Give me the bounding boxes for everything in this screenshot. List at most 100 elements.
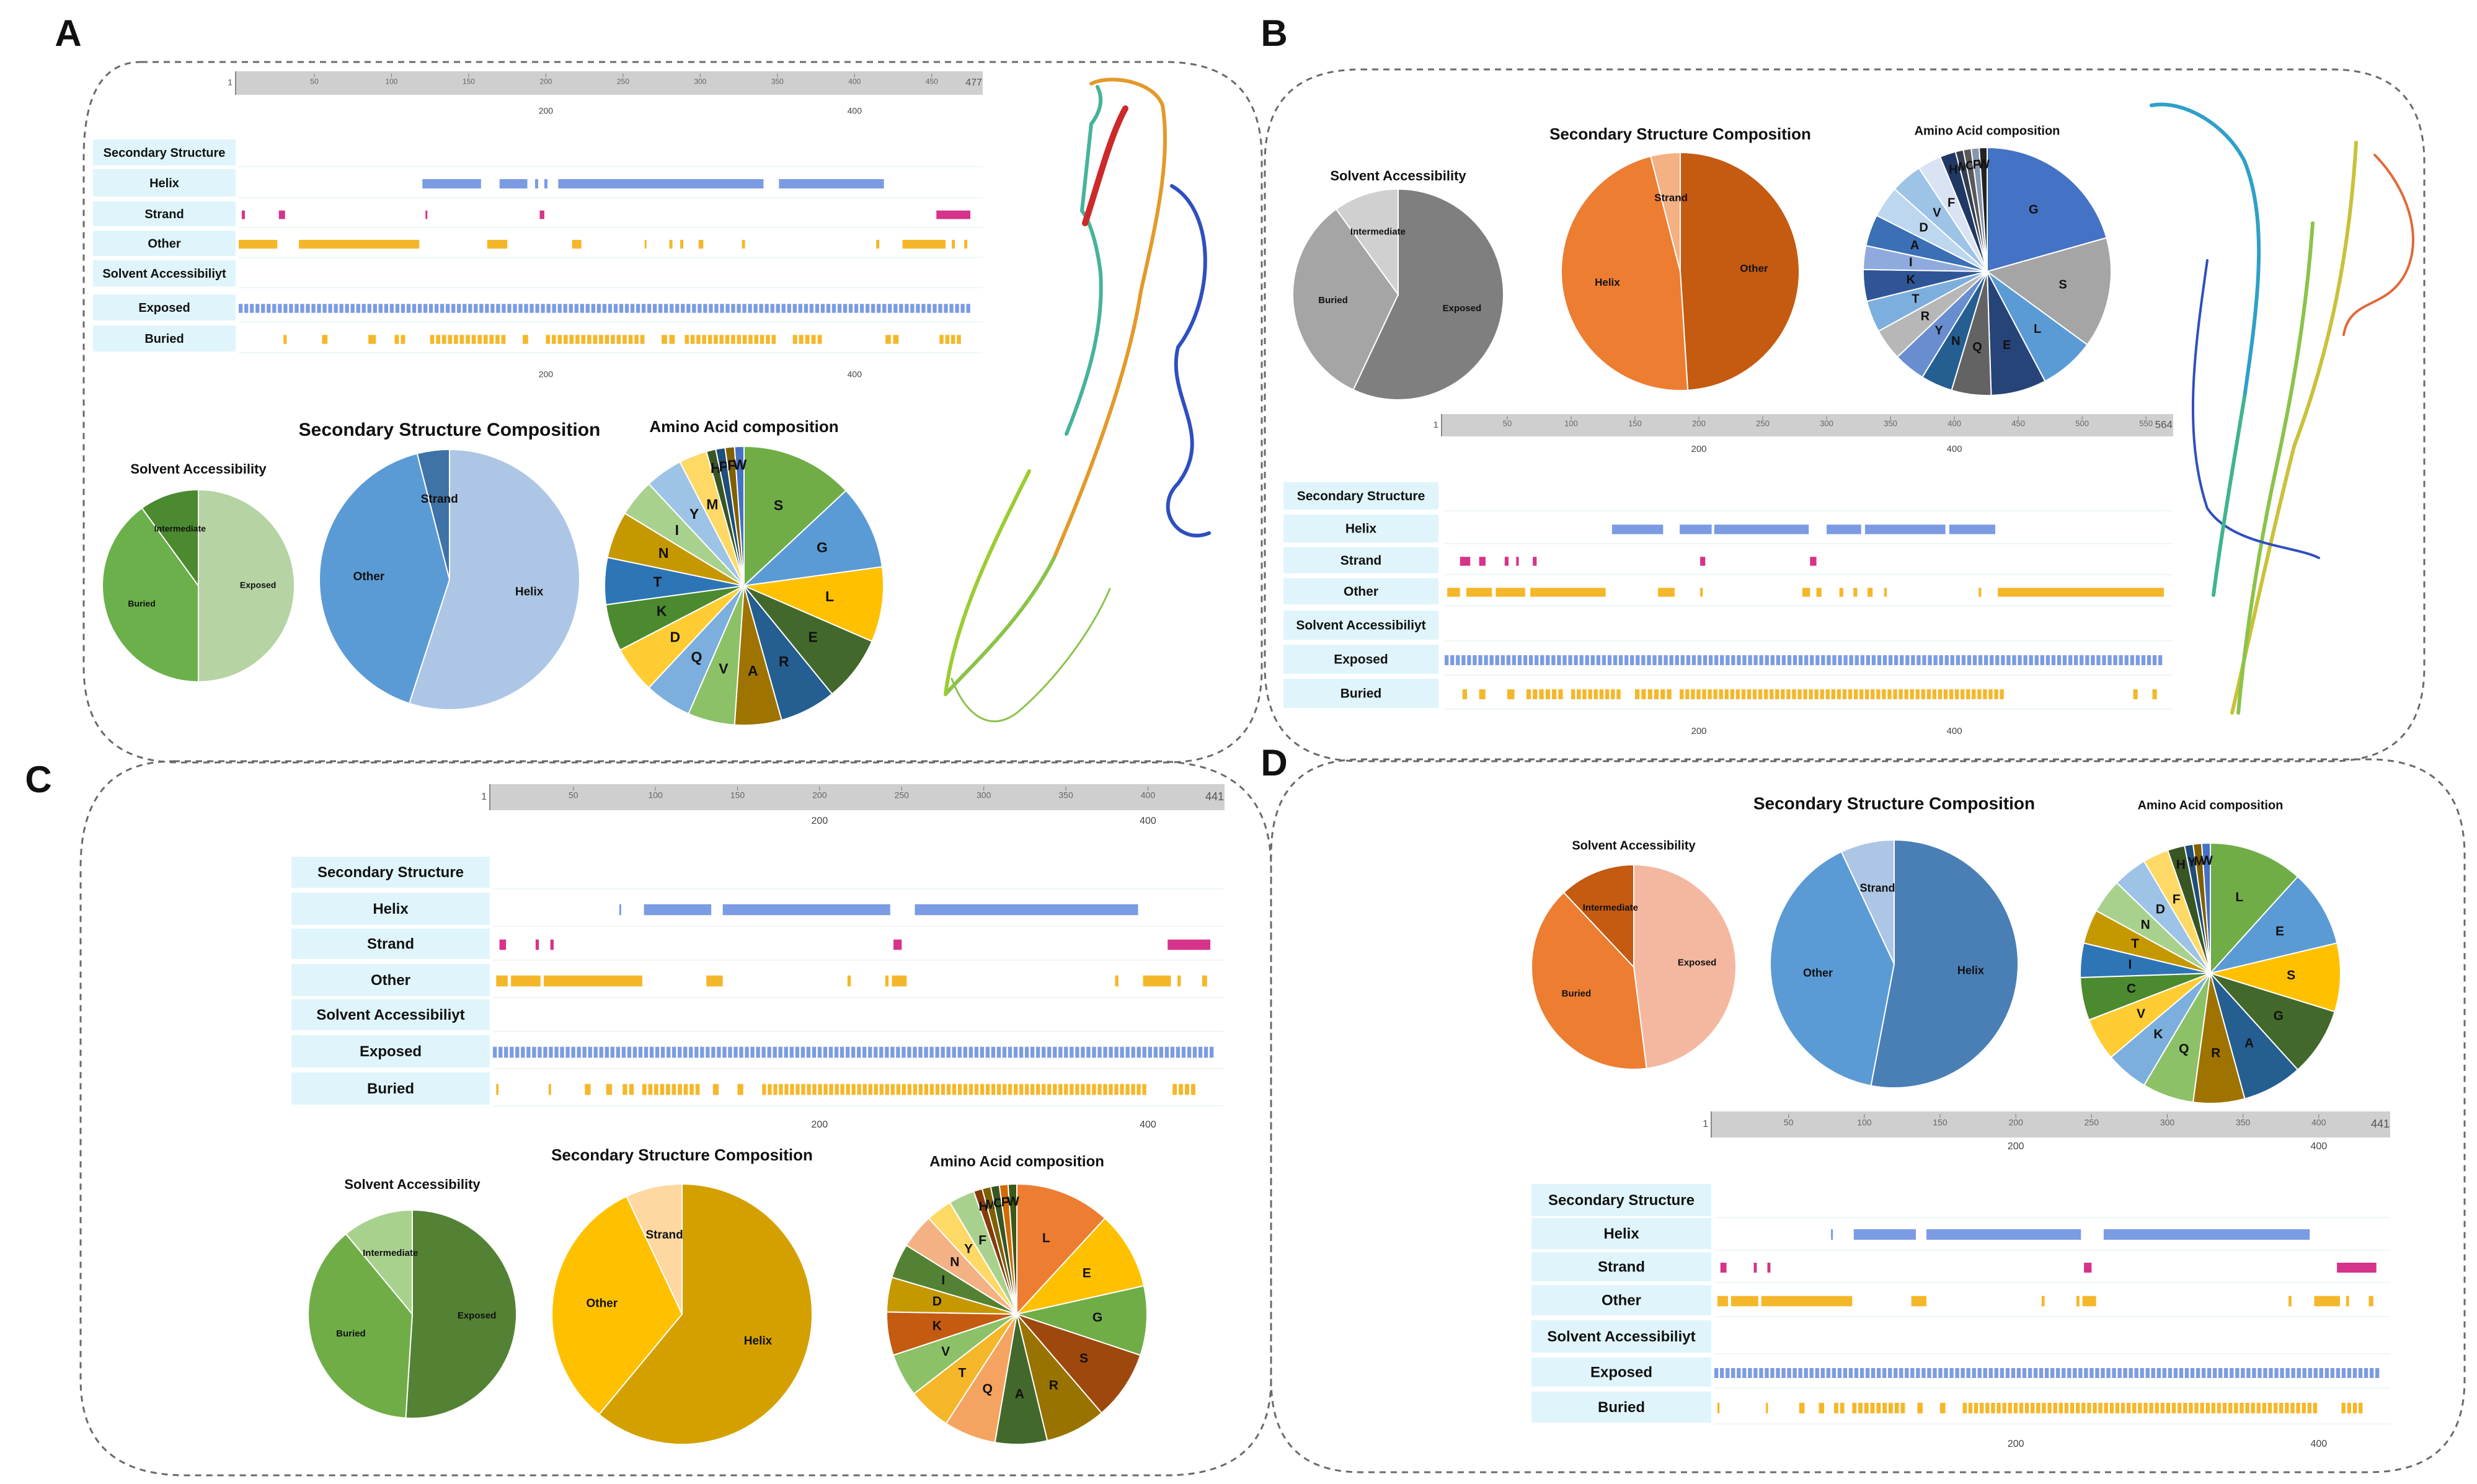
panel-D-other-segment-9: [2346, 1296, 2349, 1307]
panel-A-exposed-mark-0-39: [457, 304, 461, 313]
panel-C-buried-mark-2-0: [585, 1084, 591, 1095]
panel-D-pie-2-label-T: T: [2131, 937, 2139, 951]
panel-B-pie-0-label-Intermediate: Intermediate: [1350, 227, 1406, 237]
panel-A-exposed-mark-0-59: [569, 304, 573, 313]
panel-D-exposed-mark-0-0: [1714, 1368, 1719, 1378]
panel-A-other-segment-12: [964, 239, 968, 249]
panel-A-exposed-mark-0-41: [468, 304, 472, 313]
panel-B-buried-mark-6-48: [1949, 689, 1954, 699]
panel-B-pie-1-label-Strand: Strand: [1654, 192, 1688, 203]
panel-C-buried-mark-8-44: [1008, 1084, 1013, 1095]
panel-D-exposed-mark-0-70: [2106, 1368, 2111, 1378]
panel-B-exposed-mark-0-11: [1506, 655, 1511, 665]
panel-B-pie-0-slice-Exposed: [1352, 188, 1505, 400]
panel-A-exposed-mark-0-30: [406, 304, 411, 313]
panel-C-buried-mark-9-1: [1179, 1084, 1184, 1095]
panel-B-exposed-mark-0-23: [1574, 655, 1578, 665]
panel-A-exposed-mark-0-26: [384, 304, 389, 313]
panel-D-exposed-mark-0-7: [1753, 1368, 1758, 1378]
panel-A-buried-mark-8-12: [754, 335, 759, 344]
panel-C-exposed-mark-0-105: [1081, 1046, 1085, 1058]
panel-D-exposed-mark-0-37: [1921, 1368, 1926, 1378]
panel-D-exposed-mark-0-62: [2062, 1368, 2066, 1378]
panel-A-buried-mark-6-4: [569, 335, 574, 344]
panel-C-exposed-mark-0-62: [840, 1046, 844, 1058]
panel-A-buried-mark-8-14: [766, 335, 770, 344]
panel-A-ruler-tick-label-350: 350: [771, 77, 784, 86]
panel-D-exposed-mark-0-55: [2022, 1368, 2027, 1378]
panel-C-pie-2-label-T: T: [958, 1366, 966, 1380]
panel-B-exposed-mark-0-49: [1720, 655, 1724, 665]
panel-B-exposed-mark-0-50: [1726, 655, 1730, 665]
panel-D-buried-mark-8-9: [2013, 1403, 2018, 1413]
panel-B-buried-mark-6-46: [1938, 689, 1943, 699]
panel-B-buried-mark-6-43: [1921, 689, 1925, 699]
panel-C-exposed-mark-0-2: [504, 1046, 508, 1058]
panel-A-pie-0-slice-Buried: [102, 507, 199, 683]
panel-C-pie-2-slice-R: [1016, 1314, 1103, 1442]
panel-A-exposed-mark-0-23: [367, 304, 371, 313]
panel-B-letter: B: [1261, 12, 1287, 54]
panel-D-buried-mark-8-48: [2234, 1403, 2238, 1413]
panel-A-pie-0-label-Exposed: Exposed: [240, 580, 276, 590]
panel-D-pie-1-label-Strand: Strand: [1859, 882, 1895, 894]
panel-B-ruler-tick-label-100: 100: [1564, 419, 1578, 428]
panel-B-buried-mark-6-19: [1786, 689, 1791, 699]
panel-D-exposed-mark-0-81: [2168, 1368, 2173, 1378]
panel-D-exposed-mark-0-49: [1988, 1368, 1993, 1378]
panel-D-ruler-major-400: 400: [2310, 1141, 2327, 1152]
panel-A-exposed-mark-0-38: [451, 304, 456, 313]
panel-A-buried-mark-8-0: [685, 335, 689, 344]
panel-B-exposed-mark-0-68: [1827, 655, 1831, 665]
panel-C-other-segment-7: [1115, 975, 1119, 987]
panel-D-exposed-mark-0-2: [1726, 1368, 1730, 1378]
panel-A-exposed-mark-0-80: [686, 304, 691, 313]
panel-A-buried-mark-4-1: [436, 335, 440, 344]
panel-C-exposed-mark-0-1: [499, 1046, 503, 1058]
panel-A-exposed-mark-0-24: [373, 304, 377, 313]
panel-C-exposed-mark-0-120: [1164, 1046, 1169, 1058]
panel-B-buried-mark-6-56: [1994, 689, 1998, 699]
panel-B-exposed-mark-0-46: [1703, 655, 1708, 665]
panel-A-ruler-tick-label-250: 250: [617, 77, 629, 86]
panel-B-buried-mark-7-0: [2133, 689, 2138, 699]
panel-C-exposed-mark-0-92: [1008, 1046, 1013, 1058]
panel-D-exposed-mark-0-52: [2005, 1368, 2010, 1378]
panel-A-buried-mark-6-1: [551, 335, 556, 344]
panel-D-pie-0-slice-Exposed: [1633, 863, 1737, 1069]
panel-B-buried-mark-4-8: [1616, 689, 1621, 699]
panel-A-exposed-mark-0-119: [905, 304, 909, 313]
panel-D-buried-mark-8-16: [2053, 1403, 2057, 1413]
panel-D-buried-mark-0-0: [1717, 1403, 1720, 1413]
panel-C-pie-1-label-Helix: Helix: [744, 1335, 773, 1348]
panel-D-pie-1-title: Secondary Structure Composition: [1753, 793, 2035, 813]
panel-B-exposed-mark-0-90: [1950, 655, 1954, 665]
panel-B-exposed-mark-0-103: [2023, 655, 2027, 665]
panel-C-strand-segment-1: [535, 939, 539, 950]
panel-C-buried-mark-8-9: [812, 1084, 817, 1095]
panel-B-exposed-mark-0-72: [1849, 655, 1853, 665]
panel-A-buried-mark-10-0: [885, 335, 891, 344]
panel-B-buried-mark-6-2: [1691, 689, 1695, 699]
panel-A-other-segment-6: [680, 239, 683, 249]
panel-A-ruler-tick-label-150: 150: [463, 77, 475, 86]
panel-C-buried-mark-8-6: [795, 1084, 800, 1095]
panel-B-label-cell-4: [1283, 611, 1438, 640]
panel-C-pie-0: Solvent Accessibility Exposed Buried Interm…: [307, 1177, 517, 1419]
panel-B-buried-mark-6-38: [1893, 689, 1897, 699]
panel-D-other-segment-2: [1761, 1296, 1853, 1307]
panel-A-helix-segment-5: [779, 179, 884, 189]
panel-D-exposed-mark-0-106: [2308, 1368, 2312, 1378]
panel-B-buried-mark-6-45: [1932, 689, 1937, 699]
panel-D-exposed-mark-0-82: [2173, 1368, 2178, 1378]
panel-C-buried-mark-4-1: [629, 1084, 634, 1095]
panel-C-exposed-mark-0-96: [1030, 1046, 1035, 1058]
panel-C-buried-mark-8-5: [790, 1084, 794, 1095]
panel-B-ruler-tick-label-450: 450: [2011, 419, 2025, 428]
panel-D-label-cell-2: [1531, 1252, 1711, 1281]
panel-C-buried-mark-8-7: [801, 1084, 805, 1095]
panel-B-strand-segment-5: [1700, 557, 1706, 566]
panel-A-pie-2-label-A: A: [748, 663, 758, 679]
panel-A-pie-2-title: Amino Acid composition: [649, 417, 838, 436]
